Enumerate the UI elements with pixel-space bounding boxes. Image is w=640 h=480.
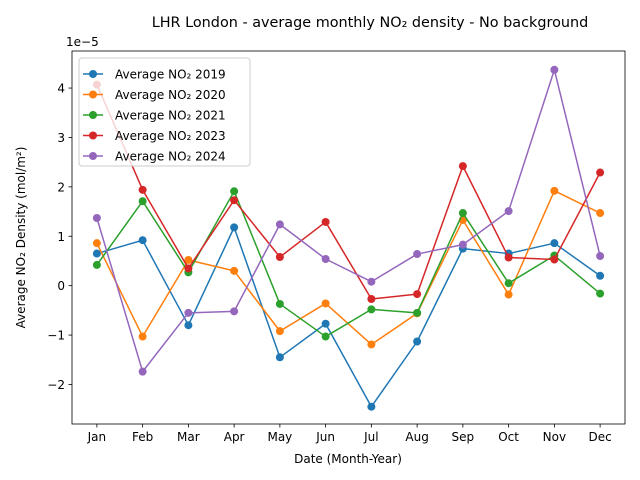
data-point: [550, 186, 559, 195]
data-point: [138, 236, 147, 245]
data-point: [367, 277, 376, 286]
data-point: [138, 185, 147, 194]
data-point: [230, 266, 239, 275]
x-tick-label: Jan: [87, 430, 107, 444]
series-line: [96, 226, 601, 408]
x-tick-label: Nov: [543, 430, 566, 444]
legend-marker: [89, 111, 97, 119]
data-point: [504, 253, 513, 262]
data-point: [230, 307, 239, 316]
x-tick-label: Apr: [224, 430, 245, 444]
x-tick-label: Jul: [363, 430, 378, 444]
y-axis-label: Average NO₂ Density (mol/m²): [14, 147, 28, 329]
data-point: [321, 332, 330, 341]
data-point: [275, 327, 284, 336]
data-point: [92, 249, 101, 258]
data-point: [138, 367, 147, 376]
legend-label: Average NO₂ 2019: [115, 68, 226, 82]
series-line: [96, 84, 601, 300]
data-point: [321, 254, 330, 263]
data-point: [550, 255, 559, 264]
data-point: [92, 213, 101, 222]
data-point: [504, 207, 513, 216]
series-line: [96, 190, 601, 338]
data-point: [321, 217, 330, 226]
data-point: [275, 299, 284, 308]
data-point: [138, 197, 147, 206]
x-tick-label: Oct: [498, 430, 519, 444]
y-tick-label: 3: [57, 131, 65, 145]
data-point: [413, 290, 422, 299]
data-point: [92, 239, 101, 248]
x-tick-label: Dec: [588, 430, 611, 444]
data-point: [321, 319, 330, 328]
series-line: [96, 190, 601, 346]
data-point: [367, 295, 376, 304]
series-lines: [92, 65, 605, 411]
legend-label: Average NO₂ 2024: [115, 150, 226, 164]
data-point: [321, 299, 330, 308]
data-point: [550, 239, 559, 248]
data-point: [230, 187, 239, 196]
x-tick-label: Jun: [315, 430, 335, 444]
legend: Average NO₂ 2019 Average NO₂ 2020 Average …: [78, 57, 251, 167]
y-tick-label: 2: [57, 180, 65, 194]
legend-box: [78, 57, 251, 167]
legend-label: Average NO₂ 2021: [115, 109, 226, 123]
data-point: [367, 340, 376, 349]
y-tick-label: 1: [57, 230, 65, 244]
data-point: [184, 308, 193, 317]
x-axis: Jan Feb Mar Apr May Jun Jul Aug Sep Oct Nov Dec: [87, 424, 612, 444]
data-point: [596, 289, 605, 298]
legend-label: Average NO₂ 2020: [115, 88, 226, 102]
data-point: [458, 162, 467, 171]
y-axis: −2 −1 0 1 2 3 4: [47, 82, 72, 392]
x-tick-label: Sep: [452, 430, 475, 444]
x-tick-label: May: [267, 430, 292, 444]
x-tick-label: Feb: [132, 430, 153, 444]
y-tick-label: 4: [57, 82, 65, 96]
y-tick-label: 0: [57, 279, 65, 293]
series-line: [96, 69, 601, 373]
y-tick-label: −1: [47, 329, 65, 343]
data-point: [596, 252, 605, 261]
chart-title: LHR London - average monthly NO₂ density…: [152, 15, 589, 31]
data-point: [413, 308, 422, 317]
data-point: [184, 255, 193, 264]
data-point: [458, 240, 467, 249]
data-point: [504, 279, 513, 288]
data-point: [275, 353, 284, 362]
legend-marker: [89, 152, 97, 160]
data-point: [596, 168, 605, 177]
data-point: [138, 332, 147, 341]
x-tick-label: Aug: [405, 430, 428, 444]
x-axis-label: Date (Month-Year): [294, 452, 402, 466]
data-point: [596, 209, 605, 218]
data-point: [184, 321, 193, 330]
data-point: [230, 196, 239, 205]
data-point: [504, 290, 513, 299]
data-point: [596, 271, 605, 280]
data-point: [184, 264, 193, 273]
legend-marker: [89, 70, 97, 78]
data-point: [92, 260, 101, 269]
data-point: [367, 402, 376, 411]
data-point: [275, 253, 284, 262]
data-point: [275, 220, 284, 229]
data-point: [413, 337, 422, 346]
y-offset-text: 1e−5: [66, 35, 99, 49]
data-point: [458, 209, 467, 218]
data-point: [413, 250, 422, 259]
data-point: [367, 305, 376, 314]
data-point: [230, 223, 239, 232]
legend-marker: [89, 90, 97, 99]
legend-label: Average NO₂ 2023: [115, 129, 226, 143]
data-point: [550, 65, 559, 74]
x-tick-label: Mar: [177, 430, 200, 444]
legend-marker: [89, 131, 97, 140]
y-tick-label: −2: [47, 378, 65, 392]
